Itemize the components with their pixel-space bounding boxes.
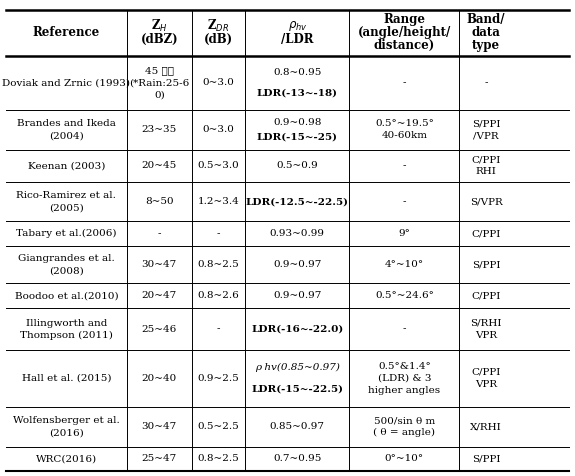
Text: Brandes and Ikeda: Brandes and Ikeda xyxy=(17,119,116,129)
Text: 0~3.0: 0~3.0 xyxy=(202,125,235,134)
Text: Range: Range xyxy=(384,13,426,26)
Text: VPR: VPR xyxy=(475,380,497,389)
Text: C/PPI: C/PPI xyxy=(472,229,501,238)
Text: (LDR) & 3: (LDR) & 3 xyxy=(378,374,431,383)
Text: distance): distance) xyxy=(374,40,435,52)
Text: 9°: 9° xyxy=(398,229,411,238)
Text: (angle/height/: (angle/height/ xyxy=(358,26,451,39)
Text: 0°~10°: 0°~10° xyxy=(385,455,424,463)
Text: 20~47: 20~47 xyxy=(141,291,177,300)
Text: (dBZ): (dBZ) xyxy=(140,33,178,46)
Text: Giangrandes et al.: Giangrandes et al. xyxy=(18,254,114,263)
Text: type: type xyxy=(472,40,500,52)
Text: LDR(-13~-18): LDR(-13~-18) xyxy=(257,89,338,98)
Text: Reference: Reference xyxy=(33,26,100,39)
Text: S/RHI: S/RHI xyxy=(470,318,502,327)
Text: Z$_{DR}$: Z$_{DR}$ xyxy=(208,18,229,34)
Text: Keenan (2003): Keenan (2003) xyxy=(28,161,105,170)
Text: 0~3.0: 0~3.0 xyxy=(202,79,235,88)
Text: S/PPI: S/PPI xyxy=(472,260,500,269)
Text: (2005): (2005) xyxy=(49,203,84,212)
Text: C/PPI: C/PPI xyxy=(472,368,501,377)
Text: LDR(-12.5~-22.5): LDR(-12.5~-22.5) xyxy=(246,197,349,206)
Text: S/PPI: S/PPI xyxy=(472,455,500,463)
Text: -: - xyxy=(484,79,488,88)
Text: 0.5°&1.4°: 0.5°&1.4° xyxy=(378,362,431,371)
Text: Hall et al. (2015): Hall et al. (2015) xyxy=(22,374,111,383)
Text: LDR(-15~-22.5): LDR(-15~-22.5) xyxy=(251,385,343,394)
Text: 20~45: 20~45 xyxy=(141,161,177,170)
Text: 25~47: 25~47 xyxy=(141,455,177,463)
Text: $\rho_{hv}$: $\rho_{hv}$ xyxy=(288,19,307,33)
Text: 0.8~0.95: 0.8~0.95 xyxy=(273,68,321,77)
Text: 0.5°~19.5°: 0.5°~19.5° xyxy=(375,119,434,129)
Text: C/PPI: C/PPI xyxy=(472,291,501,300)
Text: 30~47: 30~47 xyxy=(141,422,177,431)
Text: Rico-Ramirez et al.: Rico-Ramirez et al. xyxy=(17,191,116,200)
Text: VPR: VPR xyxy=(475,330,497,339)
Text: data: data xyxy=(472,26,501,39)
Text: -: - xyxy=(402,197,406,206)
Text: 4°~10°: 4°~10° xyxy=(385,260,424,269)
Text: Illingworth and: Illingworth and xyxy=(26,318,107,327)
Text: (*Rain:25-6: (*Rain:25-6 xyxy=(129,79,189,88)
Text: Boodoo et al.(2010): Boodoo et al.(2010) xyxy=(14,291,118,300)
Text: RHI: RHI xyxy=(476,167,497,176)
Text: -: - xyxy=(158,229,161,238)
Text: S/VPR: S/VPR xyxy=(470,197,503,206)
Text: 0.9~0.97: 0.9~0.97 xyxy=(273,291,321,300)
Text: 0.9~0.97: 0.9~0.97 xyxy=(273,260,321,269)
Text: 8~50: 8~50 xyxy=(145,197,174,206)
Text: C/PPI: C/PPI xyxy=(472,155,501,164)
Text: 25~46: 25~46 xyxy=(141,325,177,334)
Text: ( θ = angle): ( θ = angle) xyxy=(373,428,435,437)
Text: 45 미만: 45 미만 xyxy=(145,66,174,75)
Text: 0.9~0.98: 0.9~0.98 xyxy=(273,118,321,127)
Text: Thompson (2011): Thompson (2011) xyxy=(20,330,113,339)
Text: 0.8~2.6: 0.8~2.6 xyxy=(198,291,239,300)
Text: X/RHI: X/RHI xyxy=(470,422,502,431)
Text: /VPR: /VPR xyxy=(473,131,499,140)
Text: 0.5~0.9: 0.5~0.9 xyxy=(277,161,318,170)
Text: 0.9~2.5: 0.9~2.5 xyxy=(198,374,239,383)
Text: higher angles: higher angles xyxy=(369,386,440,395)
Text: -: - xyxy=(402,161,406,170)
Text: /LDR: /LDR xyxy=(281,33,313,46)
Text: 0): 0) xyxy=(154,90,164,99)
Text: ρ hv(0.85~0.97): ρ hv(0.85~0.97) xyxy=(255,363,340,372)
Text: (2004): (2004) xyxy=(49,131,84,140)
Text: Z$_H$: Z$_H$ xyxy=(151,18,168,34)
Text: S/PPI: S/PPI xyxy=(472,119,500,129)
Text: LDR(-15~-25): LDR(-15~-25) xyxy=(257,133,338,142)
Text: LDR(-16~-22.0): LDR(-16~-22.0) xyxy=(251,325,343,334)
Text: WRC(2016): WRC(2016) xyxy=(36,455,97,463)
Text: Band/: Band/ xyxy=(467,13,505,26)
Text: Tabary et al.(2006): Tabary et al.(2006) xyxy=(16,229,117,238)
Text: (dB): (dB) xyxy=(204,33,233,46)
Text: 0.85~0.97: 0.85~0.97 xyxy=(270,422,325,431)
Text: Doviak and Zrnic (1993): Doviak and Zrnic (1993) xyxy=(2,79,131,88)
Text: 0.7~0.95: 0.7~0.95 xyxy=(273,455,321,463)
Text: 30~47: 30~47 xyxy=(141,260,177,269)
Text: -: - xyxy=(217,229,220,238)
Text: 23~35: 23~35 xyxy=(141,125,177,134)
Text: 0.8~2.5: 0.8~2.5 xyxy=(198,455,239,463)
Text: 0.5~2.5: 0.5~2.5 xyxy=(198,422,239,431)
Text: 500/sin θ m: 500/sin θ m xyxy=(374,416,435,425)
Text: 20~40: 20~40 xyxy=(141,374,177,383)
Text: (2016): (2016) xyxy=(49,428,84,437)
Text: 0.8~2.5: 0.8~2.5 xyxy=(198,260,239,269)
Text: 40-60km: 40-60km xyxy=(381,131,427,140)
Text: (2008): (2008) xyxy=(49,266,84,275)
Text: -: - xyxy=(402,79,406,88)
Text: 0.93~0.99: 0.93~0.99 xyxy=(270,229,325,238)
Text: Wolfensberger et al.: Wolfensberger et al. xyxy=(13,416,120,425)
Text: -: - xyxy=(217,325,220,334)
Text: -: - xyxy=(402,325,406,334)
Text: 0.5°~24.6°: 0.5°~24.6° xyxy=(375,291,434,300)
Text: 0.5~3.0: 0.5~3.0 xyxy=(198,161,239,170)
Text: 1.2~3.4: 1.2~3.4 xyxy=(198,197,239,206)
